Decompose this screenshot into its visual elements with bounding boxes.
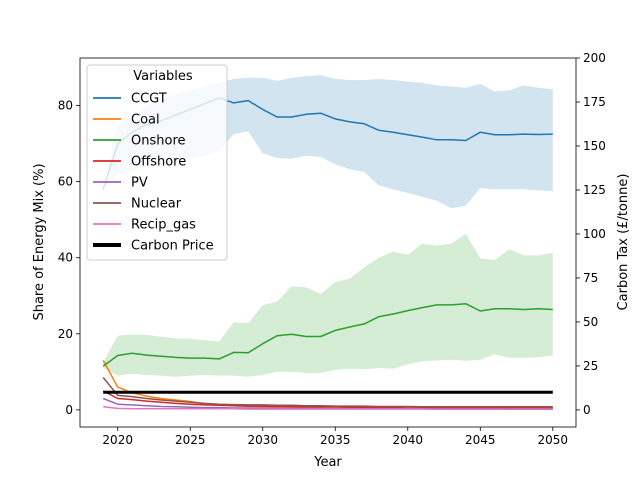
y2-axis-label: Carbon Tax (£/tonne) (616, 174, 631, 311)
y2-tick-label: 125 (583, 183, 606, 197)
series-lines (102, 97, 553, 410)
band-onshore (103, 233, 553, 377)
y-tick-label: 0 (65, 403, 73, 417)
legend: Variables CCGT Coal Onshore Offshore PV Nucle… (86, 64, 228, 261)
x-tick-label: 2040 (392, 433, 423, 447)
series-line-nuclear (102, 377, 553, 408)
x-tick-label: 2020 (102, 433, 133, 447)
legend-label-recip-gas: Recip_gas (131, 218, 196, 233)
y2-tick-label: 100 (583, 227, 606, 241)
x-tick-label: 2025 (175, 433, 206, 447)
x-axis-ticks: 2020 2025 2030 2035 2040 2045 2050 (102, 427, 568, 447)
legend-label-carbon-price: Carbon Price (131, 239, 214, 254)
legend-items: CCGT Coal Onshore Offshore PV Nuclear Recip_ga… (93, 92, 214, 254)
x-tick-label: 2030 (247, 433, 278, 447)
y2-tick-label: 150 (583, 139, 606, 153)
plot-frame (79, 57, 577, 428)
y-axis-label: Share of Energy Mix (%) (32, 163, 47, 320)
x-tick-label: 2050 (538, 433, 569, 447)
legend-label-ccgt: CCGT (131, 92, 167, 107)
series-line-onshore (102, 302, 553, 367)
y2-tick-label: 50 (583, 315, 598, 329)
y2-tick-label: 200 (583, 51, 606, 65)
x-axis-label: Year (313, 455, 342, 470)
legend-label-nuclear: Nuclear (131, 197, 182, 212)
y2-tick-label: 175 (583, 95, 606, 109)
legend-label-offshore: Offshore (131, 155, 186, 170)
y-tick-label: 40 (58, 251, 73, 265)
y2-tick-label: 75 (583, 271, 598, 285)
legend-label-coal: Coal (131, 113, 160, 128)
y2-tick-label: 0 (583, 403, 591, 417)
legend-label-onshore: Onshore (131, 134, 186, 149)
series-line-recip-gas (103, 406, 553, 410)
y-tick-label: 60 (58, 175, 73, 189)
y2-tick-label: 25 (583, 359, 598, 373)
legend-label-pv: PV (131, 176, 148, 191)
y-tick-label: 80 (58, 99, 73, 113)
y-axis-ticks: 0 20 40 60 80 (58, 99, 80, 417)
legend-title: Variables (133, 69, 193, 84)
y-tick-label: 20 (58, 327, 73, 341)
legend-box (86, 64, 228, 261)
x-tick-label: 2045 (465, 433, 496, 447)
series-line-offshore (102, 390, 553, 409)
y2-axis-ticks: 0 25 50 75 100 125 150 175 200 (576, 51, 606, 417)
x-tick-label: 2035 (320, 433, 351, 447)
